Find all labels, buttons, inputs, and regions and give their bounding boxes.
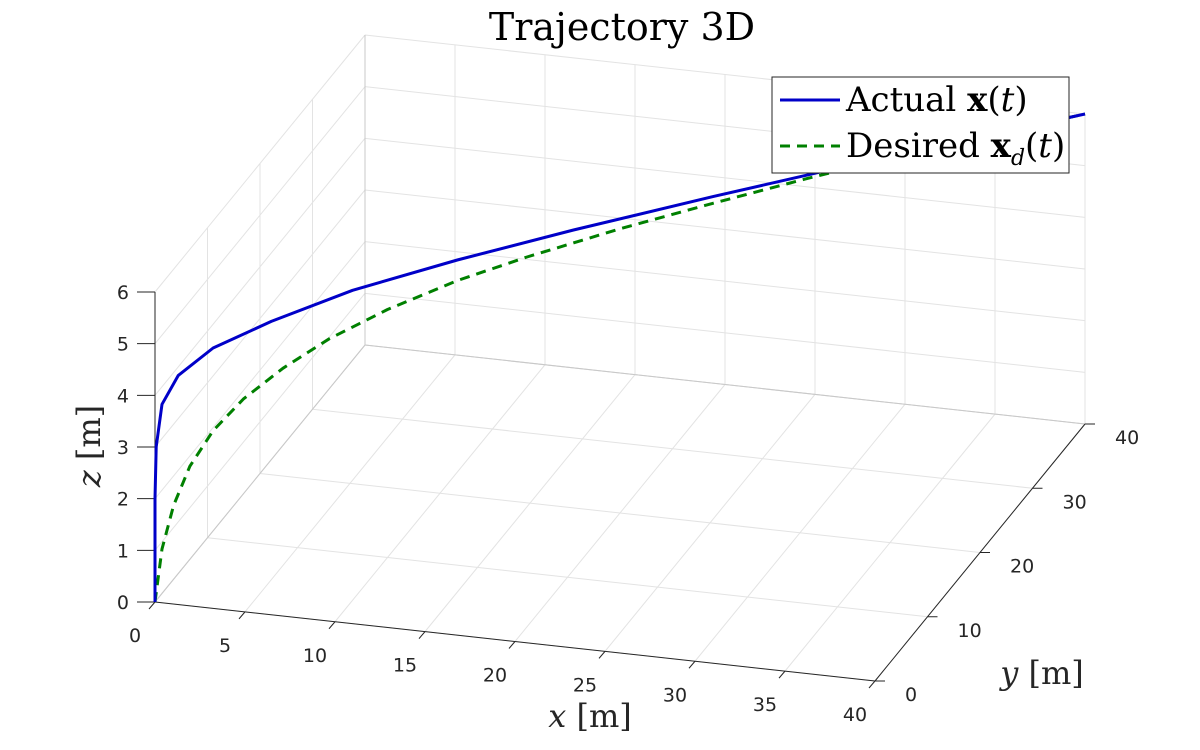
series-line-desired [153, 112, 1086, 603]
z-tick-label: 0 [117, 592, 129, 614]
series-layer [153, 112, 1086, 603]
x-tick-label: 35 [753, 694, 777, 716]
x-tick-label: 0 [129, 625, 141, 647]
box-edge [364, 344, 1086, 425]
y-axis-label: y [m] [998, 654, 1084, 692]
x-tick-label: 15 [393, 655, 417, 677]
grid-line-side-z [154, 34, 366, 293]
x-axis-label: x [m] [548, 697, 632, 735]
grid-line-floor-y [259, 473, 981, 553]
legend-label-desired: Desired xd(t) [846, 126, 1065, 171]
z-axis-label: z [m] [70, 405, 108, 488]
grid-layer [154, 34, 1086, 682]
x-tick [148, 601, 156, 610]
z-tick-label: 4 [117, 385, 129, 407]
x-tick-label: 20 [483, 665, 507, 687]
legend-box [771, 76, 1070, 174]
y-tick-label: 0 [905, 684, 917, 706]
grid-line-floor-y [312, 408, 1033, 489]
grid-line-side-z [154, 189, 366, 448]
z-tick-label: 5 [117, 334, 129, 356]
x-tick [778, 670, 786, 679]
z-tick-label: 3 [117, 437, 129, 459]
x-tick [238, 611, 246, 620]
y-tick-label: 30 [1063, 491, 1087, 513]
z-tick-label: 1 [117, 540, 129, 562]
x-tick-label: 10 [303, 645, 327, 667]
axis-labels: x [m] y [m] z [m] [70, 405, 1084, 735]
x-tick-label: 5 [219, 635, 231, 657]
y-tick-label: 40 [1115, 427, 1139, 449]
x-tick [418, 631, 426, 639]
grid-line-side-z [154, 241, 366, 499]
series-line-actual [153, 112, 1086, 602]
z-tick-label: 2 [117, 489, 129, 511]
grid-line-back-z [364, 241, 1086, 322]
grid-line-side-z [154, 86, 366, 344]
chart-title: Trajectory 3D [489, 5, 755, 49]
grid-line-floor-y [207, 537, 928, 618]
grid-line-side-z [154, 138, 366, 396]
x-tick-label: 40 [843, 704, 867, 726]
z-tick-label: 6 [117, 282, 129, 304]
axis-layer: 0 5 10 15 20 25 30 35 40 0 10 20 30 40 0 1 2 3 4 5 6 [117, 282, 1139, 726]
x-tick [868, 680, 876, 689]
grid-line-back-z [364, 292, 1086, 373]
x-tick [508, 641, 516, 649]
legend: Actual x(t) Desired xd(t) [771, 76, 1070, 174]
legend-label-actual: Actual x(t) [845, 80, 1028, 120]
y-tick-label: 20 [1010, 556, 1034, 578]
y-tick-label: 10 [958, 620, 982, 642]
x-tick [598, 651, 606, 659]
box-edge [154, 344, 366, 603]
grid-line-back-z [364, 189, 1086, 270]
grid-line-side-z [154, 293, 366, 551]
x-tick [328, 621, 336, 630]
x-tick-label: 30 [663, 684, 687, 706]
x-tick [688, 660, 696, 669]
grid-line-back-z [364, 137, 1086, 218]
x-tick-label: 25 [573, 674, 597, 696]
